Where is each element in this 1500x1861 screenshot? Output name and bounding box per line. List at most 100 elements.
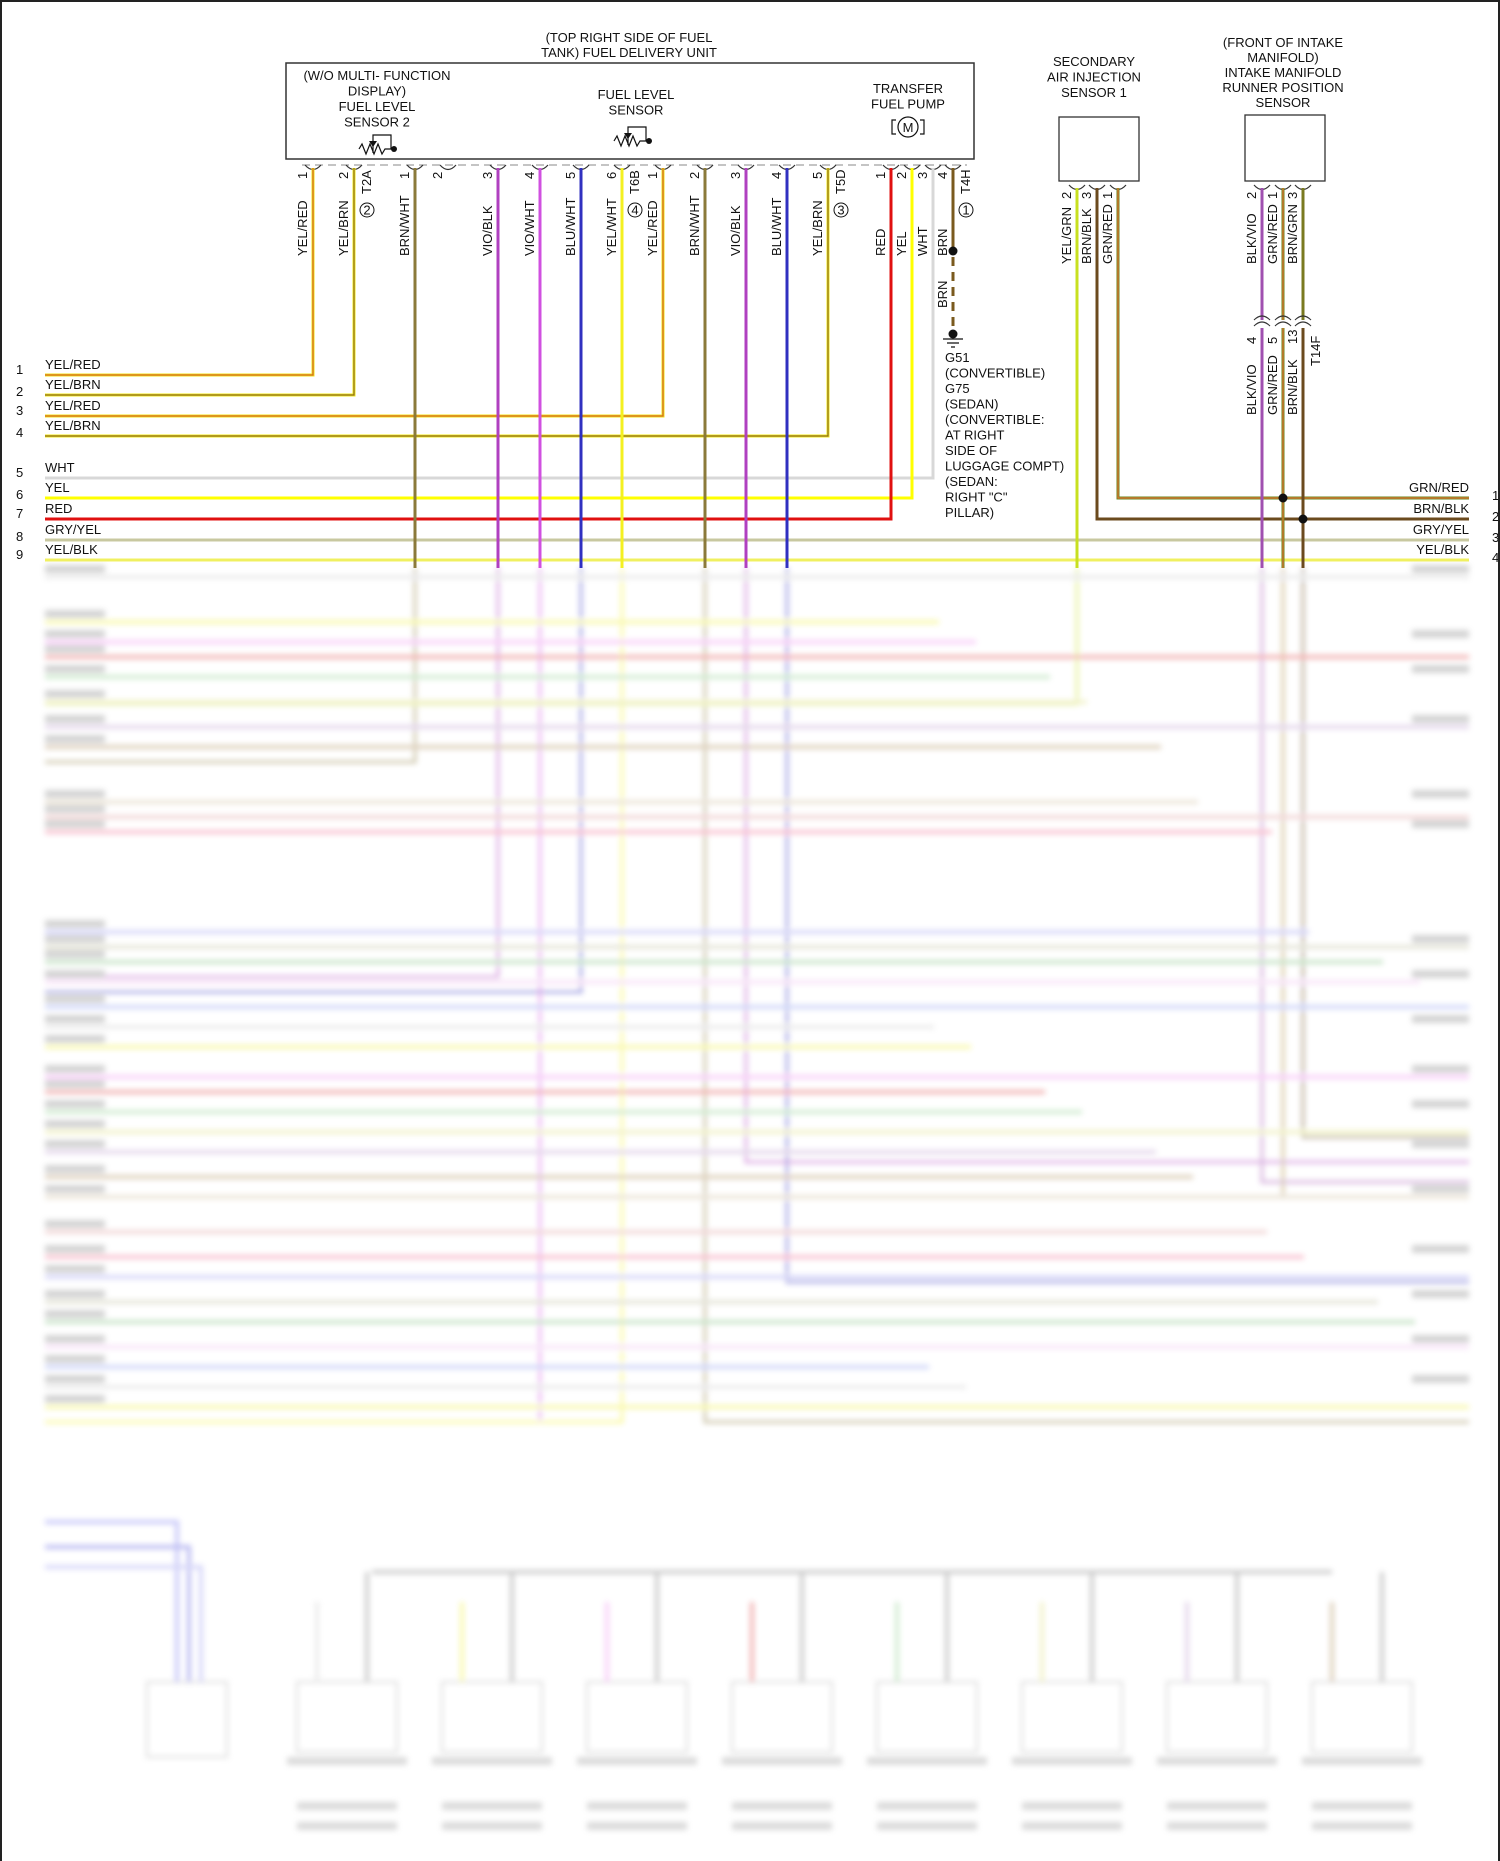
connector-badge-number: 1 — [962, 203, 969, 218]
connector-id: T5D — [833, 169, 848, 194]
pin-number: 1 — [1265, 192, 1280, 199]
wire — [1301, 568, 1469, 1139]
wire — [785, 568, 1469, 1284]
fuel-level-sensor-2-label: (W/O MULTI- FUNCTION — [303, 68, 450, 83]
potentiometer-icon — [358, 134, 397, 156]
blurred-label — [1412, 820, 1469, 828]
blurred-label — [1412, 1100, 1469, 1108]
wire-base — [45, 568, 417, 764]
wire-base — [1301, 568, 1469, 1139]
secondary-air-sensor-title: SENSOR 1 — [1061, 85, 1127, 100]
blurred-label — [45, 1165, 105, 1173]
blurred-label — [45, 715, 105, 723]
blurred-label — [45, 630, 105, 638]
wire — [1260, 568, 1469, 1184]
wire-label: BLK/VIO — [1244, 364, 1259, 415]
connector-id: T2A — [359, 170, 374, 194]
pin-number: 2 — [1244, 192, 1259, 199]
wire — [45, 168, 356, 397]
blurred-label — [45, 565, 105, 573]
blurred-label — [45, 1015, 105, 1023]
wire-base — [744, 568, 1469, 1164]
wire — [45, 168, 665, 418]
wire — [45, 568, 583, 994]
blurred-label — [45, 1065, 105, 1073]
intake-runner-sensor-box — [1244, 114, 1326, 182]
blurred-label — [45, 1140, 105, 1148]
pin-number: 1 — [397, 172, 412, 179]
blurred-component — [1166, 1681, 1268, 1753]
blurred-label — [45, 1035, 105, 1043]
blurred-label — [1412, 935, 1469, 943]
connector-badge — [627, 202, 643, 218]
wire-base — [45, 568, 500, 979]
connector-badge-number: 2 — [363, 203, 370, 218]
pin-number: 5 — [810, 172, 825, 179]
blurred-label — [1412, 790, 1469, 798]
wire-stripe — [45, 168, 314, 376]
intake-runner-sensor-title: SENSOR — [1256, 95, 1311, 110]
ground-location-label: (SEDAN: — [945, 474, 998, 489]
blurred-label — [45, 1185, 105, 1193]
wire — [1095, 188, 1469, 521]
motor-symbol: M — [903, 120, 914, 135]
wire-base — [45, 568, 583, 994]
wire-label: GRN/RED — [1265, 204, 1280, 264]
intake-runner-sensor-title: INTAKE MANIFOLD — [1225, 65, 1342, 80]
pin-number: 2 — [894, 172, 909, 179]
blurred-label — [45, 610, 105, 618]
motor-icon: M — [891, 116, 925, 138]
blurred-label — [1412, 1335, 1469, 1343]
blurred-label — [45, 1335, 105, 1343]
wire — [45, 568, 1079, 706]
ground-location-label: (CONVERTIBLE: — [945, 412, 1044, 427]
blurred-label — [45, 1080, 105, 1088]
wire-label: VIO/WHT — [522, 200, 537, 256]
blurred-label — [1412, 1065, 1469, 1073]
fuel-delivery-unit-box — [285, 62, 975, 160]
blurred-label — [45, 735, 105, 743]
pin-number: 4 — [522, 172, 537, 179]
fuel-level-sensor-label: SENSOR — [609, 103, 664, 118]
row-wire-label: RED — [45, 501, 72, 516]
wire-base — [45, 568, 624, 1424]
wire-base — [45, 168, 893, 521]
inline-connector-terminal — [1274, 315, 1292, 327]
wire — [45, 568, 500, 979]
ground-location-label: PILLAR) — [945, 505, 994, 520]
connector-badge — [359, 202, 375, 218]
blurred-label — [1412, 630, 1469, 638]
blurred-label — [1412, 1290, 1469, 1298]
transfer-pump-label: FUEL PUMP — [871, 97, 945, 112]
ground-location-label: (CONVERTIBLE) — [945, 366, 1045, 381]
wire-label: BLK/VIO — [1244, 213, 1259, 264]
pin-number: 2 — [1059, 192, 1074, 199]
pin-number: 1 — [1100, 192, 1115, 199]
row-number: 8 — [16, 529, 23, 544]
blurred-label — [45, 790, 105, 798]
fuel-level-sensor-2-label: FUEL LEVEL — [339, 99, 416, 114]
fuel-level-sensor-label: FUEL LEVEL — [598, 87, 675, 102]
pin-number: 3 — [1079, 192, 1094, 199]
blurred-label — [45, 820, 105, 828]
wire-label: RED — [873, 229, 888, 256]
row-wire-label: GRN/RED — [1409, 480, 1469, 495]
wire-label: YEL/GRN — [1059, 207, 1074, 264]
row-number: 7 — [16, 506, 23, 521]
wire-base — [45, 168, 914, 500]
blurred-component — [441, 1681, 543, 1753]
blurred-label — [45, 970, 105, 978]
row-wire-label: YEL — [45, 480, 70, 495]
fuel-level-sensor-2-label: SENSOR 2 — [344, 115, 410, 130]
row-number: 1 — [16, 362, 23, 377]
blurred-label — [45, 1100, 105, 1108]
wire-label: BRN/WHT — [397, 195, 412, 256]
blurred-label — [1412, 1140, 1469, 1148]
pin-number: 4 — [769, 172, 784, 179]
ground-location-label: G51 — [945, 350, 970, 365]
row-wire-label: YEL/RED — [45, 398, 101, 413]
inline-connector-terminal — [1294, 315, 1312, 327]
blurred-label — [1412, 1375, 1469, 1383]
